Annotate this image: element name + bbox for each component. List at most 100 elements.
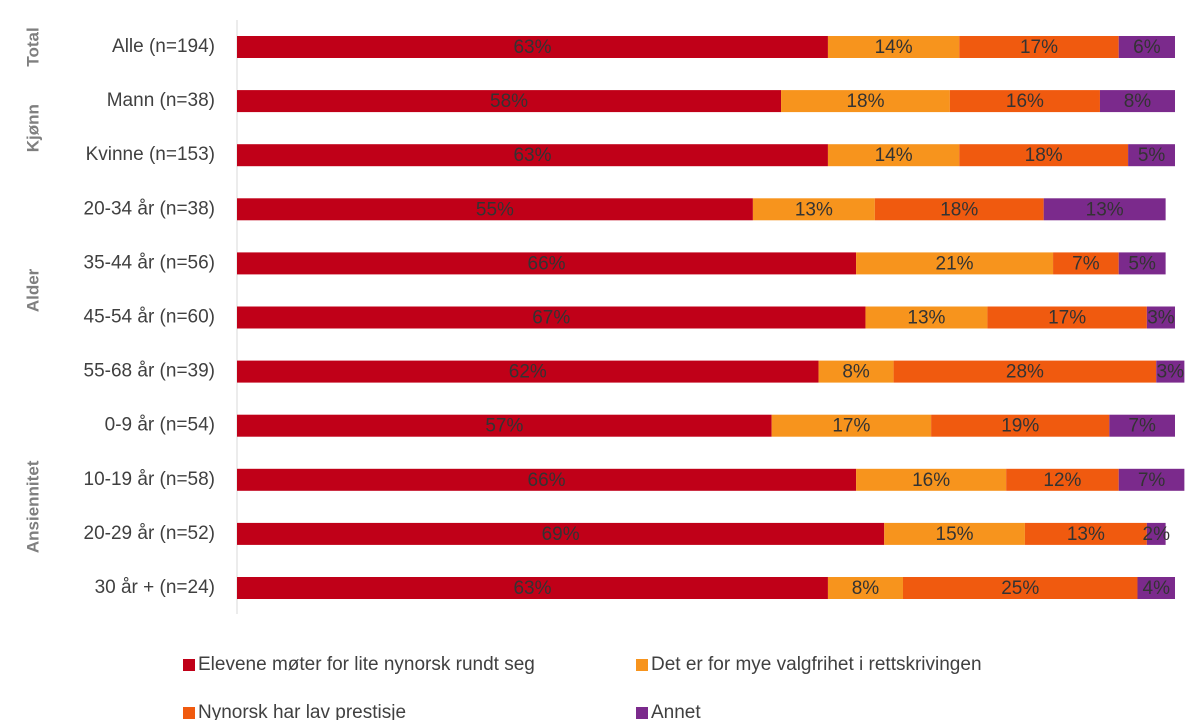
data-label: 18% — [846, 91, 884, 112]
legend-swatch — [636, 707, 648, 719]
y-tick-label: 30 år + (n=24) — [95, 577, 215, 598]
data-label: 5% — [1138, 145, 1166, 166]
data-label: 13% — [795, 199, 833, 220]
y-tick-label: 35-44 år (n=56) — [84, 252, 216, 273]
bar-segment — [1109, 414, 1175, 437]
data-label: 58% — [490, 91, 528, 112]
data-label: 18% — [1025, 145, 1063, 166]
legend-label: Annet — [651, 702, 701, 720]
data-label: 69% — [542, 524, 580, 545]
bar-segment — [237, 522, 885, 545]
y-tick-label: 55-68 år (n=39) — [84, 361, 216, 382]
legend-swatch — [183, 659, 195, 671]
bar-segment — [818, 360, 894, 383]
bar-segment — [827, 36, 960, 58]
bar-segment — [959, 36, 1119, 58]
data-label: 2% — [1143, 524, 1171, 545]
bar-segment — [949, 90, 1100, 113]
bar-segment — [884, 522, 1025, 545]
bar-segment — [752, 198, 875, 221]
data-label: 4% — [1143, 578, 1171, 599]
data-label: 18% — [940, 199, 978, 220]
data-label: 21% — [936, 253, 974, 274]
bar-segment — [237, 36, 828, 58]
bar-segment — [781, 90, 950, 113]
y-tick-label: 10-19 år (n=58) — [84, 469, 216, 490]
legend-swatch — [636, 659, 648, 671]
bar-segment — [1099, 90, 1175, 113]
bar-segment — [1024, 522, 1147, 545]
data-label: 66% — [528, 470, 566, 491]
data-label: 16% — [912, 470, 950, 491]
y-tick-label: Kvinne (n=153) — [86, 144, 215, 165]
group-label: Kjønn — [23, 104, 42, 152]
data-label: 13% — [1086, 199, 1124, 220]
data-label: 6% — [1133, 37, 1161, 58]
data-label: 63% — [513, 145, 551, 166]
bar-segment — [237, 198, 753, 221]
data-label: 8% — [852, 578, 880, 599]
bar-segment — [902, 577, 1138, 599]
y-tick-label: 0-9 år (n=54) — [105, 415, 215, 436]
y-tick-label: 20-34 år (n=38) — [84, 198, 216, 219]
data-label: 16% — [1006, 91, 1044, 112]
bar-segment — [237, 468, 857, 491]
bar-segment — [237, 90, 782, 113]
y-tick-label: Mann (n=38) — [107, 90, 215, 111]
data-label: 63% — [513, 578, 551, 599]
bar-segment — [1006, 468, 1119, 491]
y-tick-label: 45-54 år (n=60) — [84, 307, 216, 328]
group-label: Alder — [23, 268, 42, 312]
bar-segment — [771, 414, 932, 437]
bar-segment — [1118, 468, 1185, 491]
bar-segment — [874, 198, 1044, 221]
bar-segment — [1146, 522, 1166, 545]
data-label: 13% — [907, 308, 945, 329]
data-label: 63% — [513, 37, 551, 58]
bar-segment — [237, 360, 819, 383]
data-label: 13% — [1067, 524, 1105, 545]
data-label: 3% — [1157, 362, 1185, 383]
data-label: 55% — [476, 199, 514, 220]
group-label: Ansiennitet — [23, 460, 42, 553]
data-label: 17% — [832, 416, 870, 437]
bar-segment — [865, 306, 988, 329]
data-label: 7% — [1138, 470, 1166, 491]
bar-segment — [237, 252, 857, 275]
bar-segment — [1156, 360, 1185, 383]
data-label: 12% — [1043, 470, 1081, 491]
bar-segment — [237, 306, 866, 329]
y-tick-label: 20-29 år (n=52) — [84, 523, 216, 544]
legend-label: Det er for mye valgfrihet i rettskriving… — [651, 654, 982, 675]
bar-segment — [931, 414, 1110, 437]
bar-segment — [856, 252, 1054, 275]
data-label: 7% — [1072, 253, 1100, 274]
bar-segment — [893, 360, 1157, 383]
legend-label: Nynorsk har lav prestisje — [198, 702, 406, 720]
data-label: 57% — [485, 416, 523, 437]
bar-segment — [1118, 36, 1175, 58]
bar-segment — [987, 306, 1147, 329]
data-label: 8% — [842, 362, 870, 383]
bar-segment — [827, 144, 960, 167]
data-label: 5% — [1128, 253, 1156, 274]
bar-segment — [1053, 252, 1119, 275]
data-label: 67% — [532, 308, 570, 329]
data-label: 14% — [875, 37, 913, 58]
bar-segment — [1118, 252, 1166, 275]
bar-segment — [237, 577, 828, 599]
bar-segment — [237, 144, 828, 167]
bar-segment — [237, 414, 772, 437]
bar-segment — [1146, 306, 1175, 329]
bar-segment — [959, 144, 1129, 167]
legend-swatch — [183, 707, 195, 719]
data-label: 15% — [936, 524, 974, 545]
data-label: 19% — [1001, 416, 1039, 437]
data-label: 28% — [1006, 362, 1044, 383]
data-label: 7% — [1128, 416, 1156, 437]
y-tick-label: Alle (n=194) — [112, 36, 215, 57]
data-label: 66% — [528, 253, 566, 274]
data-label: 8% — [1124, 91, 1152, 112]
group-label: Total — [23, 27, 42, 66]
data-label: 17% — [1020, 37, 1058, 58]
